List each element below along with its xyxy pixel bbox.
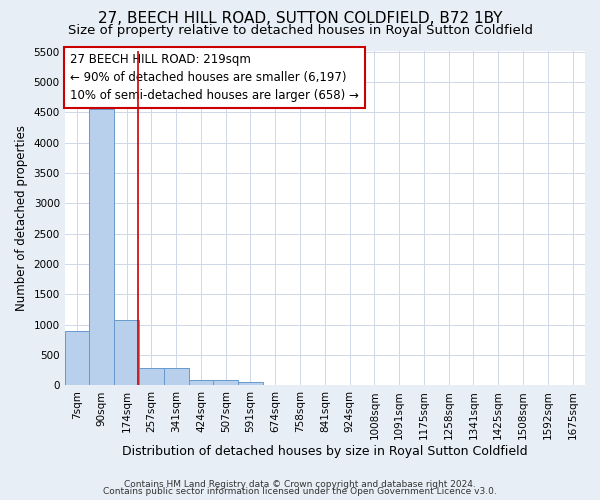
Text: Contains HM Land Registry data © Crown copyright and database right 2024.: Contains HM Land Registry data © Crown c… [124, 480, 476, 489]
Text: Size of property relative to detached houses in Royal Sutton Coldfield: Size of property relative to detached ho… [67, 24, 533, 37]
Y-axis label: Number of detached properties: Number of detached properties [15, 126, 28, 312]
Bar [139, 368, 164, 386]
Bar [164, 368, 188, 386]
Bar [114, 320, 139, 386]
Bar [188, 380, 214, 386]
Text: Contains public sector information licensed under the Open Government Licence v3: Contains public sector information licen… [103, 487, 497, 496]
Bar [214, 380, 238, 386]
Text: 27, BEECH HILL ROAD, SUTTON COLDFIELD, B72 1BY: 27, BEECH HILL ROAD, SUTTON COLDFIELD, B… [98, 11, 502, 26]
Text: 27 BEECH HILL ROAD: 219sqm
← 90% of detached houses are smaller (6,197)
10% of s: 27 BEECH HILL ROAD: 219sqm ← 90% of deta… [70, 53, 359, 102]
Bar [238, 382, 263, 386]
X-axis label: Distribution of detached houses by size in Royal Sutton Coldfield: Distribution of detached houses by size … [122, 444, 527, 458]
Bar [65, 330, 89, 386]
Bar [89, 108, 114, 386]
